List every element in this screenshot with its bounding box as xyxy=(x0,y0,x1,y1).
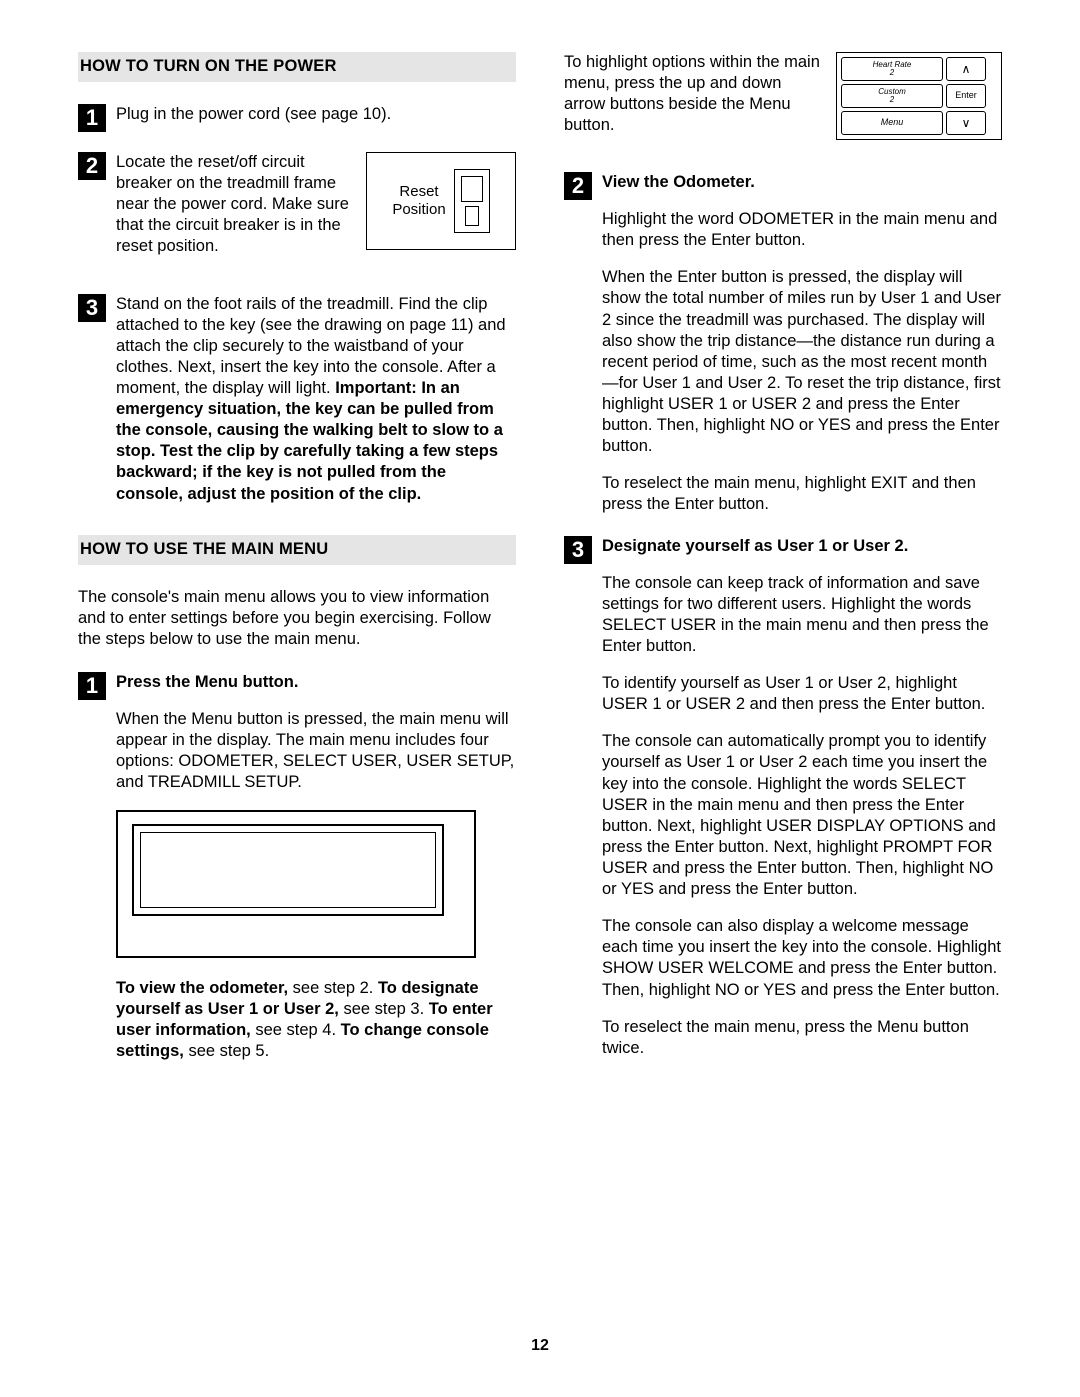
up-arrow-button-icon: ∧ xyxy=(946,57,986,81)
breaker-switch-icon xyxy=(454,169,490,233)
nav-d: see step 5. xyxy=(184,1042,269,1060)
nav-b: see step 3. xyxy=(339,1000,429,1018)
menu-step1-nav: To view the odometer, see step 2. To des… xyxy=(116,978,516,1062)
console-button-panel-figure: Heart Rate 2 ∧ Custom 2 Enter Menu ∨ xyxy=(836,52,1002,140)
page-number: 12 xyxy=(0,1337,1080,1355)
step-number-badge: 2 xyxy=(564,172,592,200)
menu-step3-title: Designate yourself as User 1 or User 2. xyxy=(602,536,1002,557)
nav-a-bold: To view the odometer, xyxy=(116,979,288,997)
menu-step-3: 3 Designate yourself as User 1 or User 2… xyxy=(564,536,1002,1059)
reset-position-figure: Reset Position xyxy=(366,152,516,250)
menu-step3-p1: The console can keep track of informatio… xyxy=(602,573,1002,657)
menu-step1-p1: When the Menu button is pressed, the mai… xyxy=(116,709,516,793)
power-step1-text: Plug in the power cord (see page 10). xyxy=(116,104,516,125)
power-step3-text: Stand on the foot rails of the treadmill… xyxy=(116,294,516,505)
menu-step2-p2: When the Enter button is pressed, the di… xyxy=(602,267,1002,457)
right-column: Heart Rate 2 ∧ Custom 2 Enter Menu ∨ To … xyxy=(564,52,1002,1082)
menu-button-icon: Menu xyxy=(841,111,943,135)
left-column: HOW TO TURN ON THE POWER 1 Plug in the p… xyxy=(78,52,516,1082)
console-display-figure xyxy=(116,810,476,958)
heart-rate-button-icon: Heart Rate 2 xyxy=(841,57,943,81)
reset-label-2: Position xyxy=(392,201,445,218)
nav-c: see step 4. xyxy=(251,1021,341,1039)
menu-step3-p2: To identify yourself as User 1 or User 2… xyxy=(602,673,1002,715)
power-step3-bold: Important: In an emergency situation, th… xyxy=(116,379,503,503)
power-step-3: 3 Stand on the foot rails of the treadmi… xyxy=(78,294,516,505)
step-number-badge: 3 xyxy=(78,294,106,322)
menu-step2-title: View the Odometer. xyxy=(602,172,1002,193)
menu-step-1: 1 Press the Menu button. When the Menu b… xyxy=(78,672,516,1062)
custom-button-icon: Custom 2 xyxy=(841,84,943,108)
heading-main-menu: HOW TO USE THE MAIN MENU xyxy=(78,535,516,565)
enter-button-icon: Enter xyxy=(946,84,986,108)
nav-a: see step 2. xyxy=(288,979,378,997)
menu-step3-p4: The console can also display a welcome m… xyxy=(602,916,1002,1000)
menu-step2-p1: Highlight the word ODOMETER in the main … xyxy=(602,209,1002,251)
menu-step3-p5: To reselect the main menu, press the Men… xyxy=(602,1017,1002,1059)
step-number-badge: 2 xyxy=(78,152,106,180)
display-screen-icon xyxy=(132,824,444,916)
power-step-1: 1 Plug in the power cord (see page 10). xyxy=(78,104,516,132)
main-menu-intro: The console's main menu allows you to vi… xyxy=(78,587,516,650)
reset-label-1: Reset xyxy=(399,183,438,200)
menu-step1-title: Press the Menu button. xyxy=(116,672,516,693)
menu-step2-p3: To reselect the main menu, highlight EXI… xyxy=(602,473,1002,515)
power-step-2: 2 Reset Position Locate the reset/off ci… xyxy=(78,152,516,274)
step-number-badge: 3 xyxy=(564,536,592,564)
menu-step-2: 2 View the Odometer. Highlight the word … xyxy=(564,172,1002,516)
step-number-badge: 1 xyxy=(78,672,106,700)
down-arrow-button-icon: ∨ xyxy=(946,111,986,135)
menu-step3-p3: The console can automatically prompt you… xyxy=(602,731,1002,900)
heading-power: HOW TO TURN ON THE POWER xyxy=(78,52,516,82)
step-number-badge: 1 xyxy=(78,104,106,132)
